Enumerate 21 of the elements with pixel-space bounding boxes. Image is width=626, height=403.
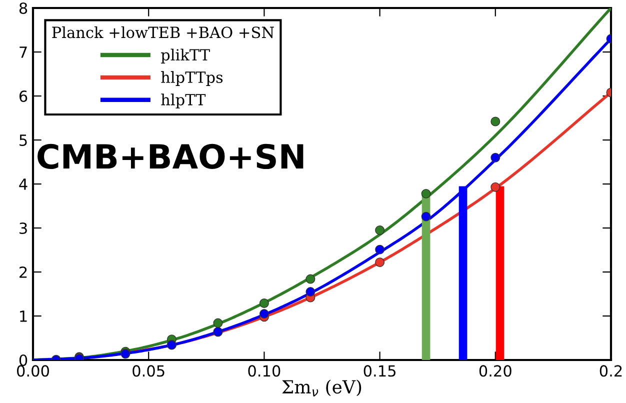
legend-title: Planck +lowTEB +BAO +SN xyxy=(52,26,274,38)
annotation: CMB+BAO+SN xyxy=(38,144,304,170)
x-tick-label: 0.05 xyxy=(132,365,164,377)
y-tick-label: 4 xyxy=(19,178,28,190)
y-tick-label: 5 xyxy=(20,134,27,146)
legend-label: hlpTT xyxy=(161,94,206,108)
y-tick-label: 3 xyxy=(20,222,27,234)
y-tick-label: 2 xyxy=(20,266,27,278)
legend-label: plikTT xyxy=(161,48,210,64)
x-tick-label: 0.00 xyxy=(17,365,49,377)
x-tick-label: 0.2 xyxy=(600,365,622,377)
y-tick-label: 6 xyxy=(19,90,28,102)
y-tick-label: 1 xyxy=(20,310,27,322)
x-tick-label: 0.15 xyxy=(364,365,396,377)
legend-label: hlpTTps xyxy=(161,71,223,86)
y-tick-label: 0 xyxy=(19,354,28,366)
x-tick-label: 0.20 xyxy=(479,365,512,377)
y-tick-label: 8 xyxy=(19,2,28,14)
x-tick-label: 0.10 xyxy=(248,365,280,377)
x-axis-title: Σm$_{ν}$ (eV) xyxy=(282,380,362,396)
y-tick-label: 7 xyxy=(20,46,27,58)
